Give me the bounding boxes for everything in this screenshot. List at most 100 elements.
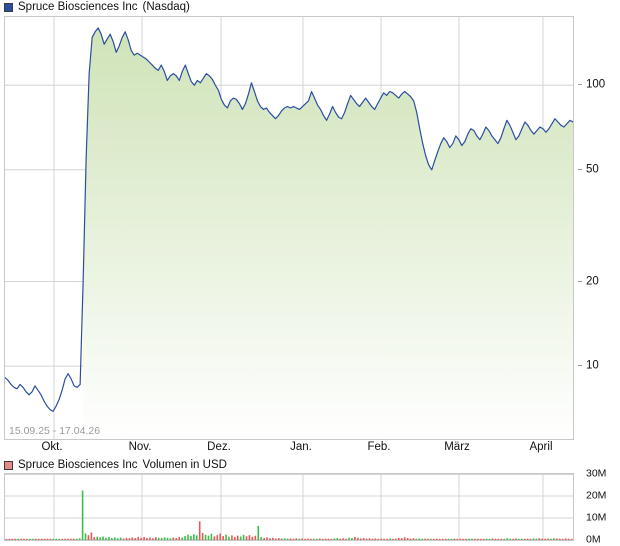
volume-bar [152,538,154,540]
price-y-tick-mark [578,365,582,367]
volume-chart-panel[interactable] [4,473,574,541]
volume-bar [266,537,268,540]
volume-bar [318,538,321,540]
volume-bar [359,538,362,540]
volume-bar [462,538,465,540]
volume-bar [111,538,113,540]
volume-bar [292,538,295,540]
volume-bar [154,537,157,540]
volume-bar [310,538,312,540]
volume-bar [137,536,140,540]
volume-bar [459,538,462,540]
volume-bar [436,538,438,540]
volume-bar [313,538,315,540]
month-tick-label: Feb. [367,441,391,453]
volume-bar [301,538,303,540]
price-y-tick-label: 20 [586,275,599,288]
volume-bar [327,538,330,540]
volume-bar [181,537,183,540]
volume-bar [228,536,230,540]
price-chart-panel[interactable] [4,16,574,440]
volume-bar [87,535,90,540]
volume-bar [474,538,476,540]
volume-bar [260,537,262,540]
volume-bar [386,538,388,540]
volume-bar [17,538,19,540]
volume-bar [280,538,283,540]
volume-bar [184,536,186,540]
volume-bar [424,538,426,540]
volume-bar [14,538,17,540]
volume-bar [412,538,415,540]
volume-bar [32,538,34,540]
volume-bar [465,538,467,540]
volume-bar [450,538,453,540]
volume-bar [491,538,494,540]
volume-bar [409,538,412,540]
volume-bar [143,537,145,540]
volume-bar [75,538,78,540]
volume-legend: Spruce Biosciences Inc Volumen in USD [4,459,227,472]
volume-bar [532,538,535,540]
volume-bar [392,538,394,540]
volume-bar [298,538,301,540]
volume-legend-name: Spruce Biosciences Inc [18,459,138,471]
volume-bar [357,537,359,540]
volume-bar [149,537,151,540]
volume-bar [163,537,166,540]
price-legend-name: Spruce Biosciences Inc [18,1,138,13]
volume-bar [477,538,479,540]
volume-bar [37,538,40,540]
volume-bar [283,538,286,540]
price-area-fill [83,27,573,439]
volume-bar [102,536,104,540]
volume-bar [529,538,532,540]
volume-bar [81,490,84,540]
volume-bar [193,534,195,540]
volume-bar [64,538,66,540]
volume-bar [222,536,224,540]
volume-bar [225,534,227,540]
volume-bar [198,521,201,540]
volume-bar [49,538,52,540]
volume-bar [479,538,482,540]
volume-bar [131,537,134,540]
volume-bar [46,538,49,540]
volume-bar [433,538,435,540]
volume-bar [380,538,383,540]
volume-bar [26,538,28,540]
volume-bar [55,538,58,540]
volume-bar [295,538,298,540]
volume-bar [286,538,289,540]
volume-bar [78,538,81,540]
volume-bar [430,538,432,540]
volume-bar [438,538,441,540]
date-range-label: 15.09.25 - 17.04.26 [9,425,101,437]
volume-bar [157,537,160,540]
volume-bar [242,534,245,540]
volume-bar [444,538,447,540]
volume-bar [377,538,380,540]
volume-bar [371,538,374,540]
volume-bar [354,536,356,540]
volume-bar [125,537,128,540]
volume-bar [336,538,339,540]
volume-bar [178,536,181,540]
volume-bar [556,538,558,540]
volume-bar [99,537,101,540]
volume-bar [559,538,561,540]
volume-bar [348,537,350,540]
volume-bar [23,538,25,540]
volume-bar [553,538,555,540]
volume-bar [201,532,204,540]
volume-bar [113,537,116,540]
volume-y-tick-label: 10M [586,511,607,524]
volume-bar [485,538,488,540]
price-legend-swatch-icon [4,3,13,12]
volume-bar [207,535,210,540]
volume-bar [544,538,546,540]
volume-bar [160,538,163,540]
volume-bar [362,538,365,540]
volume-bar [275,538,277,540]
